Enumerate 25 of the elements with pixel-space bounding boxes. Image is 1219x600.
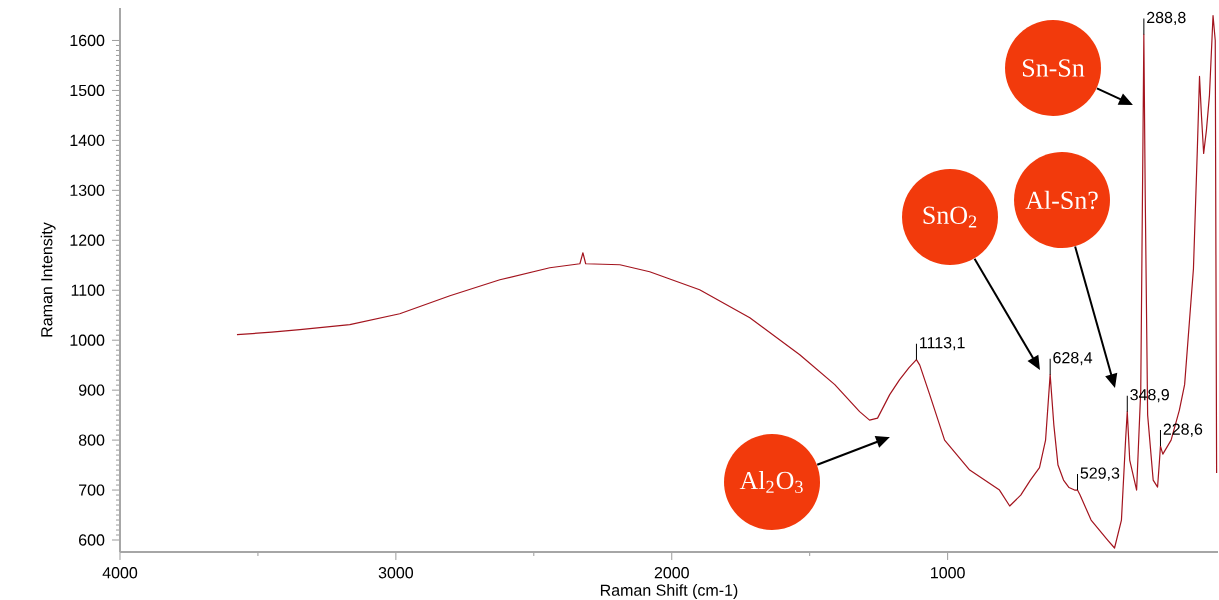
annotation: 288,8 <box>1147 11 1186 26</box>
x-axis-title: Raman Shift (cm-1) <box>600 584 738 600</box>
y-tick-label: 900 <box>78 384 105 396</box>
x-tick-label: 2000 <box>654 567 689 579</box>
x-tick-label: 3000 <box>378 567 414 579</box>
y-tick-label: 1400 <box>70 134 105 147</box>
y-tick-label: 1300 <box>70 184 105 196</box>
y-tick-label: 1500 <box>70 84 105 97</box>
y-tick-label: 1600 <box>70 34 105 47</box>
y-tick-label: 800 <box>78 434 105 446</box>
y-tick-label: 1100 <box>71 284 105 296</box>
y-tick-label: 700 <box>79 484 105 496</box>
x-tick-label: 1000 <box>931 567 965 579</box>
annotation: 529,3 <box>1080 467 1120 481</box>
y-tick-label: 1200 <box>70 234 105 246</box>
y-tick-label: 600 <box>79 534 105 546</box>
annotation: 628,4 <box>1053 352 1093 366</box>
annotation: SnO$_{2}$ <box>923 206 977 228</box>
y-tick-label: 1000 <box>70 334 105 346</box>
x-tick-label: 4000 <box>102 567 138 579</box>
annotation: 1113,1 <box>920 337 965 351</box>
annotation: Sn-Sn <box>1022 59 1085 77</box>
annotation: Al-Sn? <box>1025 190 1098 210</box>
y-axis-title: Raman Intensity <box>40 222 56 337</box>
annotation: Al$_{2}$O$_{3}$ <box>739 471 803 494</box>
